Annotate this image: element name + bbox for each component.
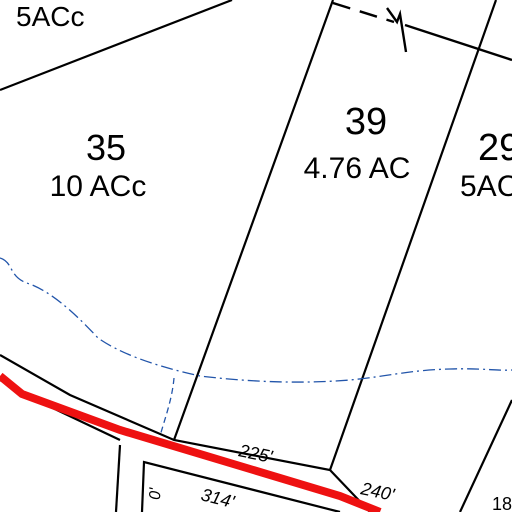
- boundary-line-right: [459, 399, 512, 512]
- parcel-29-acreage: 5AC: [460, 170, 512, 203]
- road-edge-north: [0, 354, 371, 512]
- parcel-29-number: 29: [478, 127, 512, 169]
- boundary-line-39-29: [328, 0, 498, 471]
- parcel-39-acreage: 4.76 AC: [304, 152, 411, 185]
- dashed-boundary: [332, 1, 512, 62]
- boundary-line-top-left: [0, 0, 233, 92]
- top-boundary-line: [404, 23, 512, 62]
- lot-line-south: [140, 460, 341, 512]
- lot-line-sw: [114, 444, 122, 512]
- dimension-314: 314': [199, 484, 237, 512]
- stream-branch: [159, 377, 175, 437]
- stream: [0, 257, 512, 437]
- stream-main: [0, 257, 512, 383]
- parcel-top-acreage: 5ACc: [16, 1, 84, 32]
- dimension-240: 240': [358, 478, 396, 505]
- dashed-boundary-line: [332, 1, 395, 24]
- road-centerline: [0, 372, 382, 512]
- parcel-35-acreage: 10 ACc: [50, 170, 147, 203]
- parcel-35-number: 35: [86, 127, 126, 168]
- dimension-18: 18: [492, 494, 512, 512]
- break-mark: [386, 7, 408, 53]
- dimension-left: 0': [147, 487, 164, 500]
- parcel-39-number: 39: [345, 101, 387, 143]
- boundary-line-35-39: [172, 0, 335, 441]
